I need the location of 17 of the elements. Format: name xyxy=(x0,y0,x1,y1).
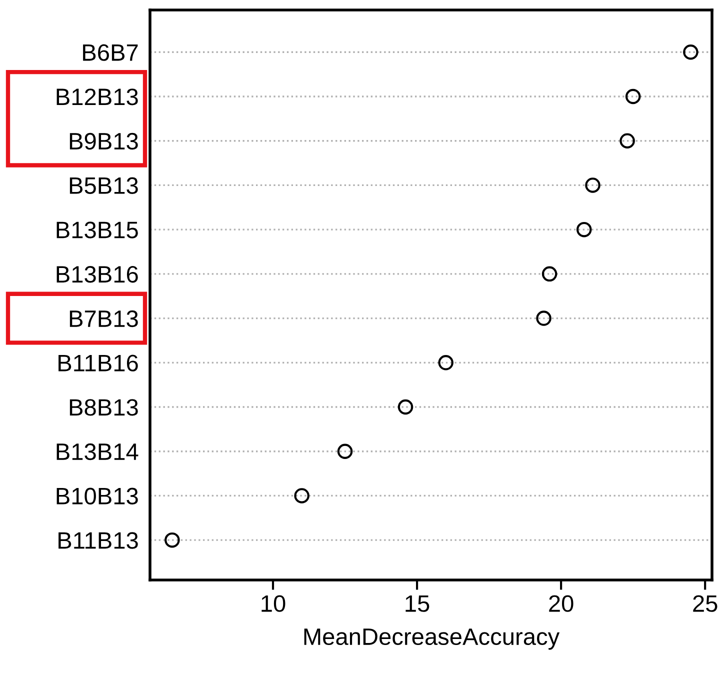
y-tick-label: B12B13 xyxy=(56,88,138,106)
y-tick-label: B7B13 xyxy=(70,310,138,328)
y-tick-label: B13B16 xyxy=(56,266,138,283)
x-axis-title: MeanDecreaseAccuracy xyxy=(304,628,560,650)
x-tick-label: 25 xyxy=(693,595,718,612)
y-tick-label: B5B13 xyxy=(70,177,138,194)
x-tick-label: 20 xyxy=(549,595,574,612)
y-tick-label: B9B13 xyxy=(70,132,138,150)
y-tick-label: B11B16 xyxy=(58,354,138,372)
y-tick-label: B13B15 xyxy=(56,222,138,238)
x-tick-label: 15 xyxy=(406,595,430,612)
y-tick-label: B13B14 xyxy=(56,443,138,460)
y-tick-label: B8B13 xyxy=(70,399,138,416)
y-tick-label: B11B13 xyxy=(58,532,138,549)
x-tick-label: 10 xyxy=(262,595,286,612)
y-tick-label: B10B13 xyxy=(56,488,138,505)
y-tick-label: B6B7 xyxy=(83,44,138,61)
